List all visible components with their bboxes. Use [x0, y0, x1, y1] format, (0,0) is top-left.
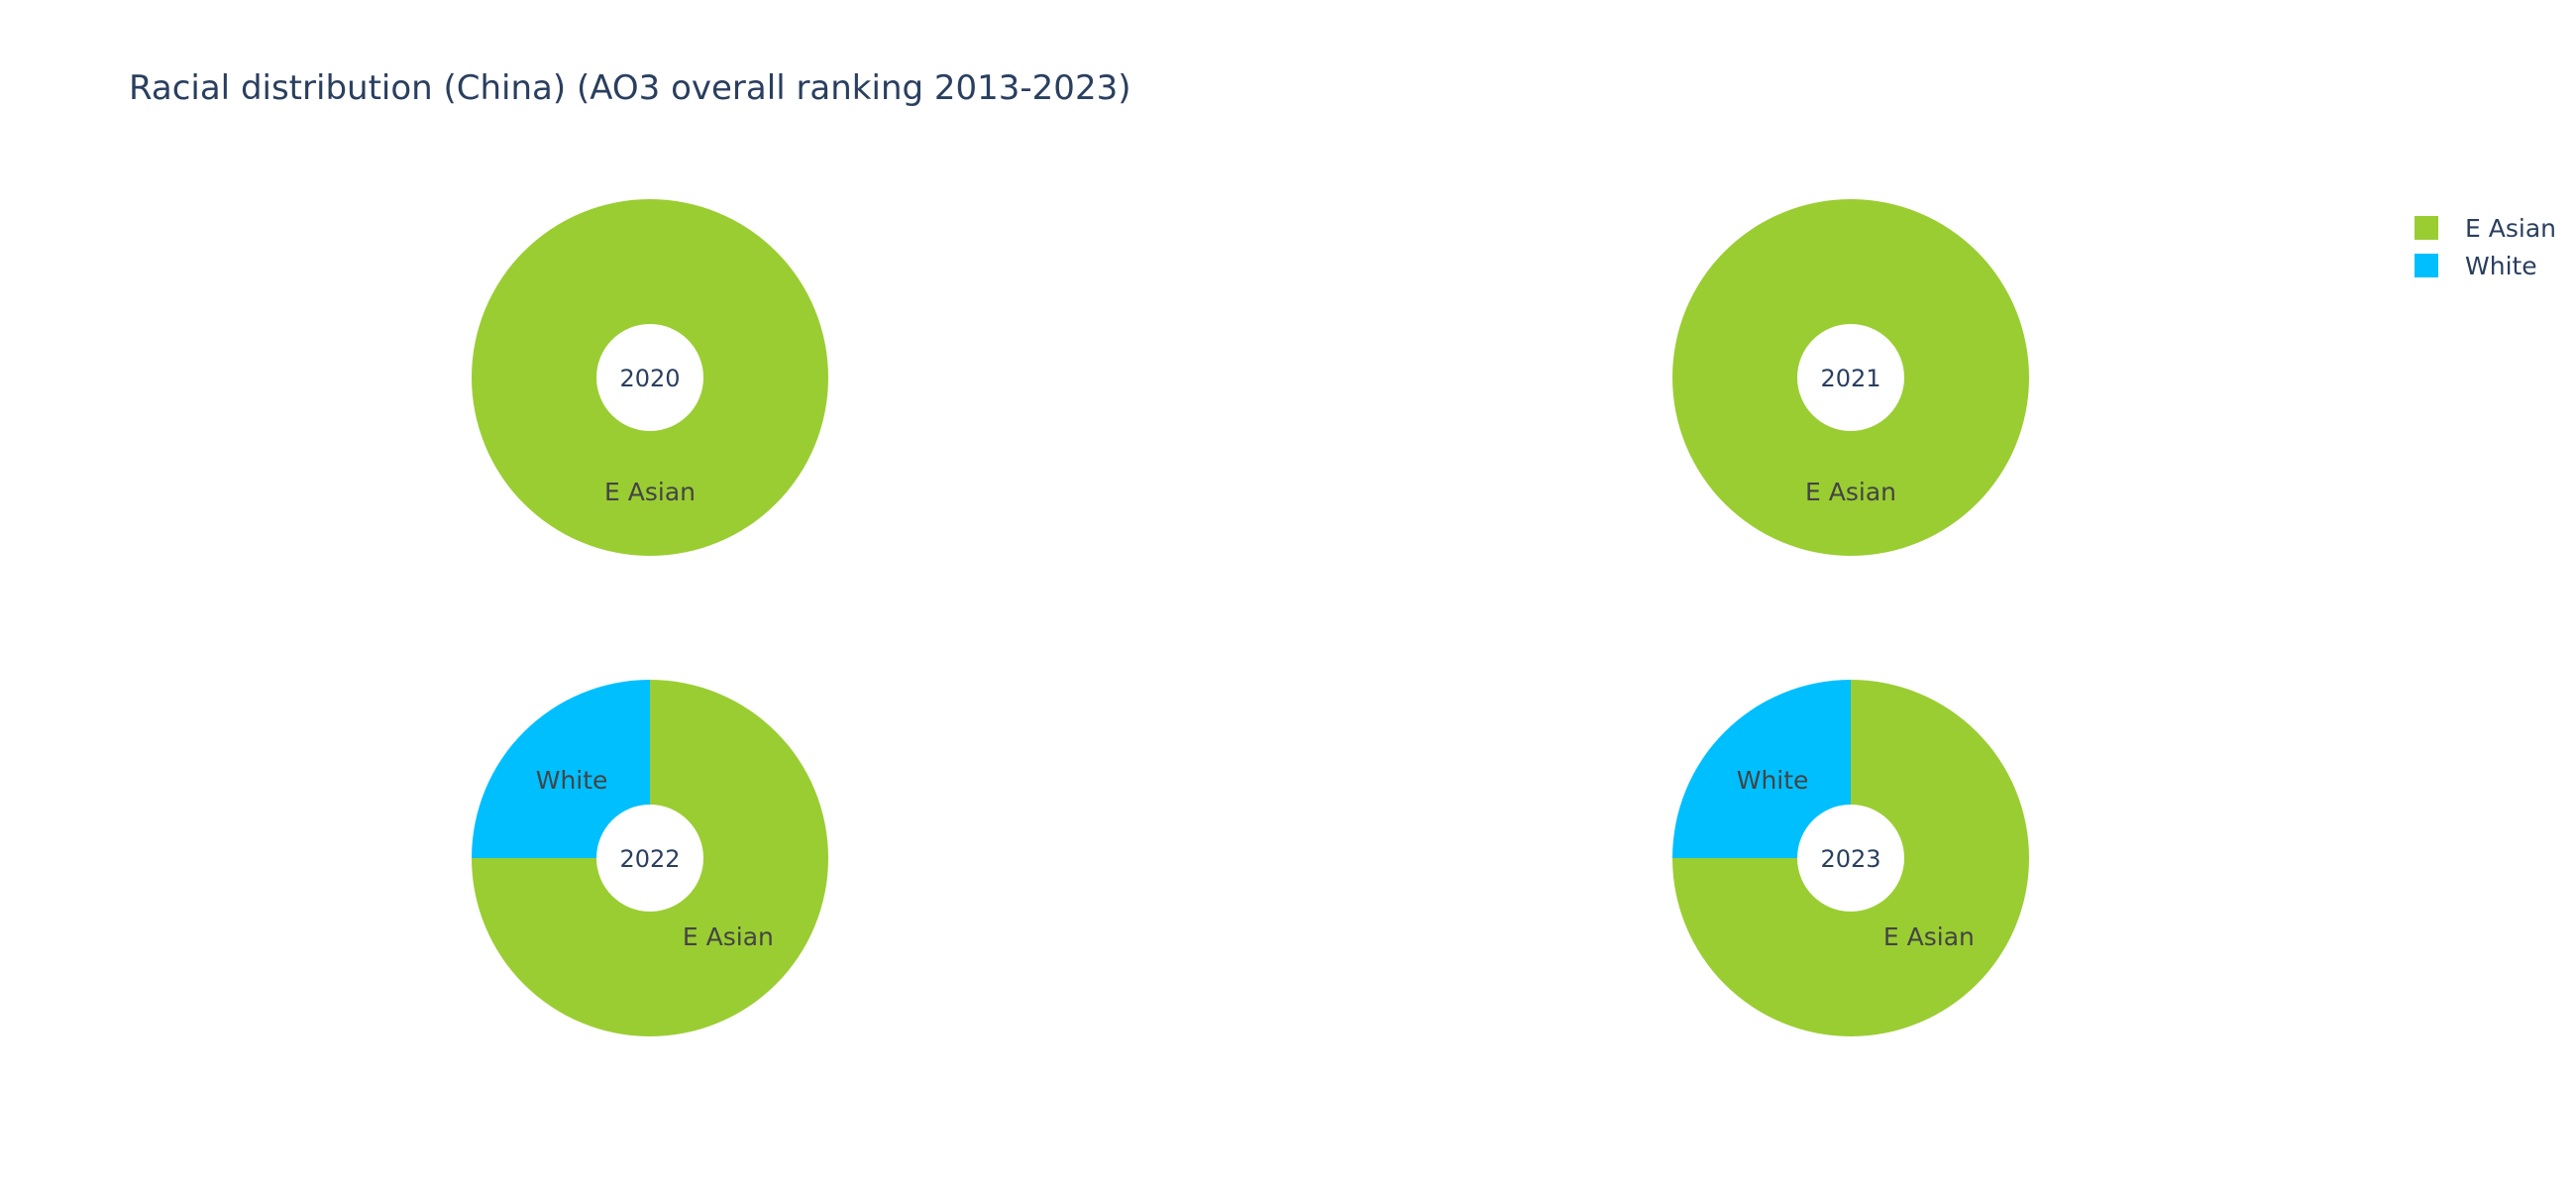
- legend: E Asian White: [2415, 214, 2556, 280]
- slice-label-e-asian: E Asian: [683, 922, 774, 951]
- slice-label-white: White: [1737, 766, 1809, 795]
- slice-white[interactable]: [472, 680, 650, 858]
- pie-hole: [596, 324, 703, 431]
- pie-year-label: 2023: [1820, 845, 1880, 873]
- legend-swatch-white[interactable]: [2415, 254, 2438, 277]
- pie-2021: E Asian 2021: [1672, 199, 2029, 556]
- pie-year-label: 2021: [1820, 365, 1880, 392]
- pie-year-label: 2022: [619, 845, 680, 873]
- pie-2023: E Asian White 2023: [1672, 680, 2029, 1036]
- slice-label-e-asian: E Asian: [604, 478, 696, 506]
- pie-hole: [1797, 805, 1904, 912]
- pie-hole: [596, 805, 703, 912]
- legend-label-e-asian[interactable]: E Asian: [2465, 214, 2556, 243]
- legend-swatch-e-asian[interactable]: [2415, 216, 2438, 240]
- slice-white[interactable]: [1672, 680, 1851, 858]
- legend-label-white[interactable]: White: [2465, 252, 2537, 280]
- pie-2020: E Asian 2020: [472, 199, 828, 556]
- slice-label-e-asian: E Asian: [1805, 478, 1896, 506]
- slice-label-white: White: [536, 766, 608, 795]
- pie-hole: [1797, 324, 1904, 431]
- slice-label-e-asian: E Asian: [1883, 922, 1975, 951]
- pie-2022: E Asian White 2022: [472, 680, 828, 1036]
- pie-year-label: 2020: [619, 365, 680, 392]
- chart-title: Racial distribution (China) (AO3 overall…: [129, 68, 1130, 108]
